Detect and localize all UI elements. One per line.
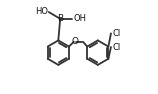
Text: Cl: Cl	[112, 42, 121, 52]
Text: O: O	[71, 37, 78, 46]
Text: OH: OH	[73, 14, 86, 23]
Text: Cl: Cl	[112, 29, 121, 38]
Text: HO: HO	[35, 7, 48, 16]
Text: B: B	[57, 14, 63, 23]
